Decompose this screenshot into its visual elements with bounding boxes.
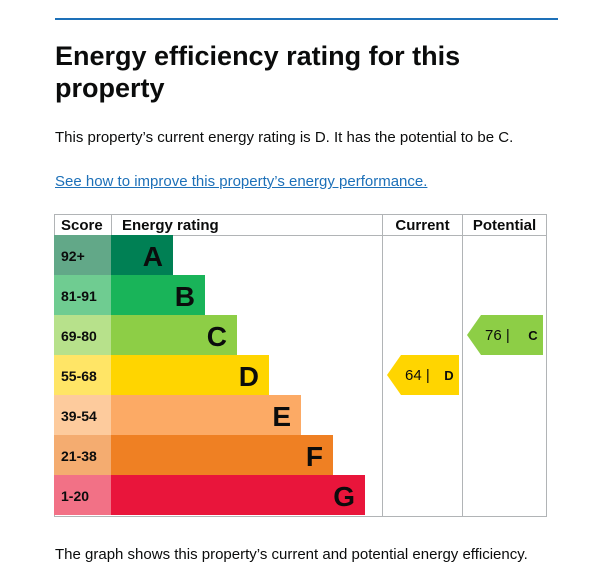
score-range-d: 55-68: [61, 368, 97, 384]
rating-bar-d: [111, 355, 269, 395]
rating-bar-g: [111, 475, 365, 515]
rating-bar-b: [111, 275, 205, 315]
potential-rating-letter: C: [528, 328, 538, 343]
score-range-e: 39-54: [61, 408, 97, 424]
current-rating-summary: This property’s current energy rating is…: [55, 129, 514, 146]
rating-letter-c: C: [207, 321, 227, 352]
rating-letter-a: A: [143, 241, 163, 272]
rating-letter-e: E: [272, 401, 291, 432]
score-cell-g: [54, 475, 111, 515]
score-range-f: 21-38: [61, 448, 97, 464]
score-range-b: 81-91: [61, 288, 97, 304]
rating-letter-b: B: [175, 281, 195, 312]
column-header-current: Current: [395, 217, 449, 234]
potential-marker: [467, 315, 543, 355]
score-range-c: 69-80: [61, 328, 97, 344]
column-header-energy-rating: Energy rating: [122, 217, 219, 234]
rating-bar-a: [111, 235, 173, 275]
score-range-a: 92+: [61, 248, 85, 264]
column-header-potential: Potential: [473, 217, 536, 234]
graph-caption: The graph shows this property’s current …: [55, 546, 528, 563]
score-cell-a: [54, 235, 111, 275]
rating-letter-f: F: [306, 441, 323, 472]
current-rating-letter: D: [444, 368, 453, 383]
rating-bar-e: [111, 395, 301, 435]
rating-letter-d: D: [239, 361, 259, 392]
column-header-score: Score: [61, 217, 103, 234]
score-cell-e: [54, 395, 111, 435]
score-range-g: 1-20: [61, 488, 89, 504]
improve-energy-link[interactable]: See how to improve this property’s energ…: [55, 173, 428, 190]
rating-bar-f: [111, 435, 333, 475]
score-cell-c: [54, 315, 111, 355]
current-marker: [387, 355, 459, 395]
rating-letter-g: G: [333, 481, 355, 512]
potential-score-label: 76 |: [485, 327, 510, 344]
page-title: Energy efficiency rating for this proper…: [55, 41, 461, 103]
top-rule: [55, 18, 558, 20]
energy-rating-chart: Score Energy rating Current Potential 92…: [54, 214, 547, 517]
score-cell-d: [54, 355, 111, 395]
score-cell-b: [54, 275, 111, 315]
score-cell-f: [54, 435, 111, 475]
current-score-label: 64 |: [405, 367, 430, 384]
rating-bar-c: [111, 315, 237, 355]
